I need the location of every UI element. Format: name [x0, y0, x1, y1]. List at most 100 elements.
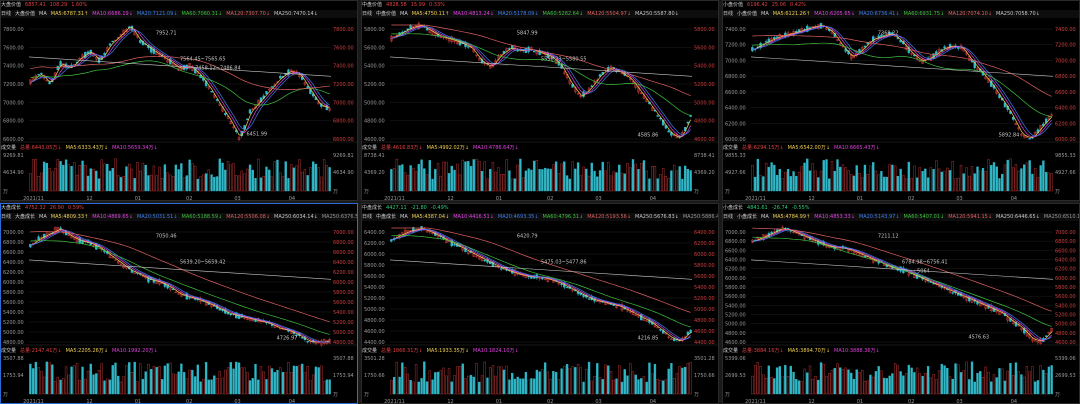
y-axis-left-label: 5400.00 [364, 64, 385, 70]
volume-bar [924, 168, 927, 192]
y-axis-right-label: 6200.00 [1055, 121, 1076, 127]
chart-panel-large-value[interactable]: 大盘价值 6857.41 108.29 1.60% 日线 大盘价值 MA MA5:6787.3… [0, 0, 358, 201]
volume-bar [221, 162, 224, 192]
volume-bar [753, 365, 757, 395]
volume-header: 成交量 总量:1866.31万↓ MA5:1933.35万↓ MA10:1824.10… [362, 347, 523, 355]
volume-bar [516, 376, 519, 395]
price-annotation: 4726.97 [277, 336, 298, 342]
ma-tag[interactable]: 日线 [1, 214, 12, 220]
volume-bar [951, 160, 954, 192]
volume-bar [144, 164, 147, 192]
volume-bar [210, 174, 213, 192]
panel-header: 大盘成长 4752.32 26.90 0.59% [1, 204, 88, 212]
volume-bar [171, 373, 175, 395]
volume-bar [808, 170, 812, 192]
volume-bar [445, 161, 448, 192]
volume-bar [896, 365, 900, 395]
volume-bar [281, 372, 285, 395]
y-axis-right-label: 5600.00 [694, 45, 715, 51]
volume-bar [1044, 373, 1048, 395]
volume-bar [254, 363, 257, 395]
volume-bar [645, 381, 648, 395]
candle-body [659, 329, 662, 331]
ma-value: MA60:6931.75↓ [903, 11, 945, 17]
price-chart: 7800.00 7800.00 7600.00 7600.00 7400.00 7400.… [1, 25, 357, 200]
chart-panel-mid-value[interactable]: 中盘价值 4828.58 15.99 0.33% 日线 中盘价值 MA MA5:4750.11… [361, 0, 719, 201]
chart-panel-small-growth[interactable]: 小盘成长 4841.61 -26.74 -0.55% 日线 小盘成长 MA MA5:4784.… [722, 203, 1080, 404]
volume-bar [392, 168, 396, 192]
volume-axis-right-label: 2699.53 [1055, 373, 1076, 379]
chart-panel-large-growth[interactable]: 大盘成长 4752.32 26.90 0.59% 日线 大盘成长 MA MA5:4809.33… [0, 203, 358, 404]
ma-tag[interactable]: 日线 [723, 214, 734, 220]
y-axis-right-label: 5800.00 [1055, 285, 1076, 291]
y-axis-left-label: 6800.00 [725, 239, 746, 245]
y-axis-right-label: 7200.00 [1055, 43, 1076, 49]
volume-bar [86, 370, 90, 395]
chart-panel-small-value[interactable]: 小盘价值 6196.42 25.06 0.42% 日线 小盘价值 MA MA5:6121.26… [722, 0, 1080, 201]
volume-bar [811, 163, 814, 192]
volume-bar [767, 365, 771, 395]
ma-tag[interactable]: 日线 [723, 11, 734, 17]
chart-panel-mid-growth[interactable]: 中盘成长 4427.11 -21.80 -0.49% 日线 中盘成长 MA MA5:4387.… [361, 203, 719, 404]
volume-bar [395, 158, 399, 192]
volume-bar [428, 160, 431, 192]
volume-bar [417, 381, 420, 395]
index-price: 4828.58 [386, 2, 407, 8]
volume-bar [29, 173, 32, 192]
volume-bar [1001, 368, 1004, 395]
candle-body [910, 52, 913, 55]
volume-bar [425, 174, 429, 192]
price-annotation: 5892.84 [999, 133, 1020, 139]
ma-tag[interactable]: 日线 [362, 214, 373, 220]
ma-tag: MA [400, 214, 408, 220]
candle-body [656, 115, 659, 117]
ma-tag[interactable]: 日线 [362, 11, 373, 17]
volume-bar [114, 362, 117, 395]
y-axis-right-label: 7000.00 [1055, 58, 1076, 64]
volume-bar [169, 362, 172, 395]
volume-bar [51, 364, 54, 395]
y-axis-right-label: 4600.00 [694, 329, 715, 335]
volume-bar [896, 175, 900, 192]
volume-bar [872, 376, 875, 395]
volume-bar [863, 164, 867, 192]
volume-bar [587, 361, 591, 395]
volume-bar [819, 362, 823, 395]
y-axis-left-label: 4800.00 [3, 340, 24, 346]
volume-bar [609, 175, 613, 192]
candle-body [276, 325, 279, 328]
volume-bar [42, 161, 46, 192]
ma-tag[interactable]: 日线 [1, 11, 12, 17]
volume-bar [932, 374, 935, 395]
ma-line-10 [752, 25, 1052, 138]
volume-bar [637, 169, 640, 192]
volume-bar [554, 372, 558, 395]
volume-bar [478, 160, 481, 192]
price-annotation: 6451.99 [246, 131, 267, 137]
volume-stat: MA5:6542.00万↓ [787, 145, 831, 151]
volume-bar [1020, 168, 1023, 192]
volume-bar [778, 168, 781, 192]
price-annotation: 4216.85 [638, 336, 659, 342]
candle-body [97, 57, 101, 63]
ma-legend: 日线 中盘价值 MA MA5:4750.11↑ MA10:4813.24↓ MA20:51… [362, 10, 718, 18]
volume-bar [869, 374, 872, 395]
candle-body [825, 27, 828, 30]
candle-body [95, 56, 98, 60]
volume-bar [968, 379, 971, 395]
candle-body [836, 39, 839, 41]
volume-axis-left-label: 万 [3, 189, 8, 195]
volume-bar [893, 363, 897, 395]
x-axis-tick: 03 [956, 399, 962, 404]
volume-bar [395, 361, 399, 395]
ma-value: MA5:4784.99↑ [772, 214, 811, 220]
volume-bar [937, 168, 941, 192]
candle-body [210, 90, 213, 93]
volume-bar [1009, 363, 1012, 395]
candle-body [871, 36, 875, 42]
volume-axis-left-label: 万 [364, 189, 369, 195]
volume-bar [629, 167, 632, 192]
volume-bar [141, 378, 145, 395]
candle-body [667, 336, 670, 338]
volume-axis-right-label: 9269.81 [333, 153, 354, 159]
